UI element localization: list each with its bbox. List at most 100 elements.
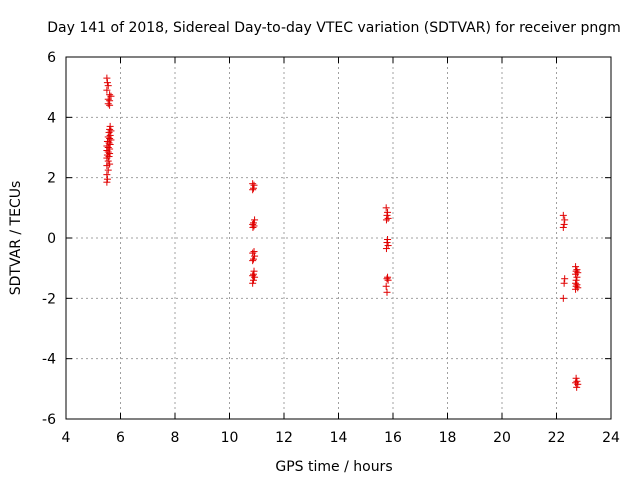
data-point (573, 273, 581, 281)
x-tick-label: 24 (602, 430, 620, 446)
data-point (383, 211, 391, 219)
data-point (560, 279, 568, 287)
x-tick-label: 6 (116, 430, 125, 446)
data-point (559, 211, 567, 219)
data-point (249, 186, 257, 194)
x-tick-label: 22 (548, 430, 566, 446)
data-point (249, 180, 257, 188)
grid-layer (66, 57, 611, 419)
data-point (572, 270, 580, 278)
data-point (572, 279, 580, 287)
y-axis-label: SDTVAR / TECUs (8, 181, 24, 296)
data-point (106, 125, 114, 133)
data-point (384, 273, 392, 281)
data-point (249, 223, 257, 231)
x-tick-label: 4 (62, 430, 71, 446)
data-point (106, 91, 114, 99)
plot-frame (65, 56, 612, 420)
data-point (573, 383, 581, 391)
data-point (384, 236, 392, 244)
data-point (384, 208, 392, 216)
data-point (104, 82, 112, 90)
data-point (103, 162, 111, 170)
data-point (384, 242, 392, 250)
data-point (382, 204, 390, 212)
data-point (561, 275, 569, 283)
data-point (249, 279, 257, 287)
x-tick-label: 18 (439, 430, 457, 446)
x-axis-label: GPS time / hours (275, 459, 392, 475)
data-point (249, 276, 257, 284)
data-point (250, 222, 258, 230)
data-point (382, 282, 390, 290)
data-point (383, 239, 391, 247)
data-point (573, 281, 581, 289)
data-point (106, 131, 114, 139)
data-point (249, 255, 257, 263)
data-point (382, 245, 390, 253)
data-point (103, 79, 111, 87)
data-point (103, 178, 111, 186)
data-point (249, 272, 257, 280)
y-tick-label: 4 (47, 110, 56, 126)
data-point (382, 216, 390, 224)
data-point (572, 285, 580, 293)
points-layer (103, 74, 582, 391)
data-point (384, 214, 392, 222)
y-tick-label: -6 (42, 412, 56, 428)
data-point (249, 257, 257, 265)
data-point (572, 276, 580, 284)
data-point (103, 175, 111, 183)
x-tick-label: 14 (330, 430, 348, 446)
data-point (574, 380, 582, 388)
data-point (250, 267, 258, 275)
data-point (383, 288, 391, 296)
x-tick-label: 10 (221, 430, 239, 446)
data-point (573, 377, 581, 385)
data-point (103, 86, 111, 94)
data-point (106, 101, 114, 109)
data-point (560, 220, 568, 228)
data-point (249, 219, 257, 227)
data-point (104, 148, 112, 156)
y-tick-label: 0 (47, 231, 56, 247)
x-tick-label: 8 (171, 430, 180, 446)
y-tick-label: 2 (47, 171, 56, 187)
data-point (106, 122, 114, 130)
chart-title: Day 141 of 2018, Sidereal Day-to-day VTE… (47, 20, 621, 36)
data-point (384, 276, 392, 284)
y-tick-label: 6 (47, 50, 56, 66)
data-point (383, 275, 391, 283)
y-tick-label: -4 (42, 352, 56, 368)
data-point (251, 216, 259, 224)
x-tick-label: 16 (384, 430, 402, 446)
data-point (103, 171, 111, 179)
data-point (104, 157, 112, 165)
data-point (105, 128, 113, 136)
data-point (103, 154, 111, 162)
data-point (249, 249, 257, 257)
data-point (107, 127, 115, 135)
data-point (572, 282, 580, 290)
data-point (572, 267, 580, 275)
data-point (103, 74, 111, 82)
data-point (104, 100, 112, 108)
data-point (250, 181, 258, 189)
data-point (561, 216, 569, 224)
data-point (104, 166, 112, 174)
data-point (250, 248, 258, 256)
x-tick-label: 12 (275, 430, 293, 446)
data-point (573, 266, 581, 274)
data-point (251, 252, 259, 260)
data-point (249, 184, 257, 192)
data-point (572, 374, 580, 382)
data-point (559, 294, 567, 302)
y-tick-label: -2 (42, 291, 56, 307)
data-point (559, 223, 567, 231)
data-point (103, 151, 111, 159)
data-point (249, 270, 257, 278)
data-point (251, 273, 259, 281)
data-point (572, 263, 580, 271)
